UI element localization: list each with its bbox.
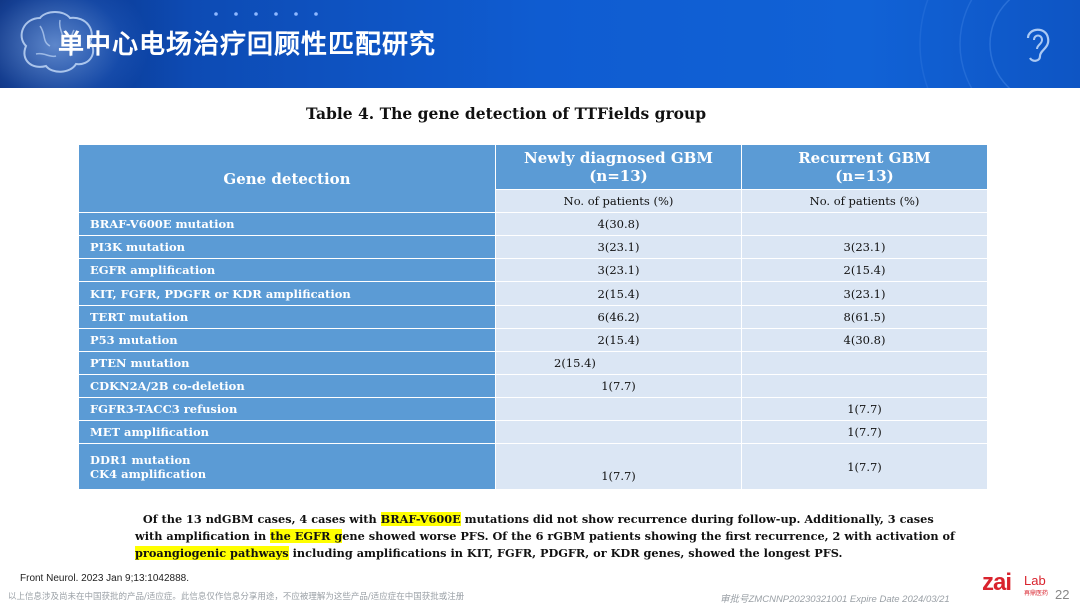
row-label: BRAF-V600E mutation [78, 212, 496, 236]
row-label: FGFR3-TACC3 refusion [78, 397, 496, 421]
cell-recurrent [741, 374, 988, 398]
cell-newly-diagnosed: 1(7.7) [495, 374, 742, 398]
header-recurrent-line2: (n=13) [835, 167, 894, 185]
cell-recurrent: 3(23.1) [741, 235, 988, 259]
cell-newly-diagnosed: 3(23.1) [495, 235, 742, 259]
subheader-rec-patients: No. of patients (%) [741, 189, 988, 213]
header-newly-diagnosed-line2: (n=13) [589, 167, 648, 185]
table-caption: Table 4. The gene detection of TTFields … [305, 104, 707, 123]
row-label: PTEN mutation [78, 351, 496, 375]
disclaimer-text: 以上信息涉及尚未在中国获批的产品/适应症。此信息仅作信息分享用途，不应被理解为这… [8, 592, 465, 602]
cell-recurrent: 2(15.4) [741, 258, 988, 282]
page-title: 单中心电场治疗回顾性匹配研究 [58, 30, 437, 60]
approval-number: 审批号ZMCNNP20230321001 Expire Date 2024/03… [720, 594, 950, 605]
header-newly-diagnosed: Newly diagnosed GBM (n=13) [495, 144, 742, 190]
table-row: PTEN mutation 2(15.4) [78, 351, 988, 375]
summary-text-3: ene showed worse PFS. Of the 6 rGBM pati… [342, 529, 955, 543]
logo-cn: 再鼎医药 [1024, 590, 1049, 597]
decorative-dots [214, 12, 318, 16]
header-banner: 单中心电场治疗回顾性匹配研究 [0, 0, 1080, 88]
reference-citation: Front Neurol. 2023 Jan 9;13:1042888. [20, 573, 190, 584]
table-body: BRAF-V600E mutation 4(30.8) PI3K mutation 3… [78, 212, 988, 444]
cell-recurrent: 1(7.7) [741, 420, 988, 444]
table-row: FGFR3-TACC3 refusion 1(7.7) [78, 397, 988, 421]
header-gene-detection-label: Gene detection [223, 169, 351, 188]
subheader-new-patients: No. of patients (%) [495, 189, 742, 213]
cell-recurrent [741, 212, 988, 236]
gene-detection-table: Gene detection Newly diagnosed GBM (n=13… [78, 144, 988, 490]
cell-recurrent [741, 351, 988, 375]
summary-text-4: including amplifications in KIT, FGFR, P… [288, 546, 843, 560]
table-row: BRAF-V600E mutation 4(30.8) [78, 212, 988, 236]
brain-icon [20, 11, 95, 73]
logo-zai: zai [982, 569, 1012, 596]
cell-recurrent: 4(30.8) [741, 328, 988, 352]
table-row: TERT mutation 6(46.2) 8(61.5) [78, 305, 988, 329]
row-label: PI3K mutation [78, 235, 496, 259]
table-row: MET amplification 1(7.7) [78, 420, 988, 444]
header-recurrent-line1: Recurrent GBM [798, 149, 931, 167]
cell-newly-diagnosed: 4(30.8) [495, 212, 742, 236]
cell-newly-diagnosed [495, 397, 742, 421]
row-label: CDKN2A/2B co-deletion [78, 374, 496, 398]
cell-newly-diagnosed: 2(15.4) [495, 328, 742, 352]
row-label-ck4: CK4 amplification [90, 466, 207, 481]
ear-icon [1026, 28, 1050, 62]
cell-recurrent: 8(61.5) [741, 305, 988, 329]
table-row-last: DDR1 mutation CK4 amplification 1(7.7) 1… [78, 443, 988, 490]
summary-paragraph: Of the 13 ndGBM cases, 4 cases with BRAF… [135, 511, 965, 562]
summary-text-2: mutations did not show recurrence during… [135, 512, 934, 543]
cell-newly-diagnosed: 2(15.4) [495, 351, 742, 375]
page-number: 22 [1055, 587, 1070, 602]
cell-newly-diagnosed: 6(46.2) [495, 305, 742, 329]
table-row: P53 mutation 2(15.4) 4(30.8) [78, 328, 988, 352]
highlight-egfr: the EGFR g [270, 529, 343, 543]
cell-recurrent: 3(23.1) [741, 281, 988, 306]
header-recurrent: Recurrent GBM (n=13) [741, 144, 988, 190]
row-label-ddr1: DDR1 mutation [90, 452, 191, 467]
row-label: EGFR amplification [78, 258, 496, 282]
row-label-ddr1-ck4: DDR1 mutation CK4 amplification [78, 443, 496, 490]
logo-lab: Lab [1024, 573, 1046, 588]
highlight-braf: BRAF-V600E [380, 512, 461, 526]
cell-new-ddr1-ck4: 1(7.7) [495, 443, 742, 490]
table-row: CDKN2A/2B co-deletion 1(7.7) [78, 374, 988, 398]
row-label: TERT mutation [78, 305, 496, 329]
header-gene-detection: Gene detection [78, 144, 496, 213]
header-newly-diagnosed-line1: Newly diagnosed GBM [524, 149, 713, 167]
table-row: KIT, FGFR, PDGFR or KDR amplification 2(1… [78, 281, 988, 306]
zai-lab-logo: zai Lab 再鼎医药 [982, 569, 1060, 601]
row-label: P53 mutation [78, 328, 496, 352]
cell-newly-diagnosed [495, 420, 742, 444]
decorative-arcs [919, 0, 1011, 88]
highlight-proangiogenic: proangiogenic pathways [135, 546, 289, 560]
cell-newly-diagnosed: 3(23.1) [495, 258, 742, 282]
cell-newly-diagnosed: 2(15.4) [495, 281, 742, 306]
table-row: PI3K mutation 3(23.1) 3(23.1) [78, 235, 988, 259]
table-row: EGFR amplification 3(23.1) 2(15.4) [78, 258, 988, 282]
cell-rec-ddr1-ck4: 1(7.7) [741, 443, 988, 490]
summary-text-1: Of the 13 ndGBM cases, 4 cases with [142, 512, 381, 526]
cell-recurrent: 1(7.7) [741, 397, 988, 421]
row-label: MET amplification [78, 420, 496, 444]
row-label: KIT, FGFR, PDGFR or KDR amplification [78, 281, 496, 306]
